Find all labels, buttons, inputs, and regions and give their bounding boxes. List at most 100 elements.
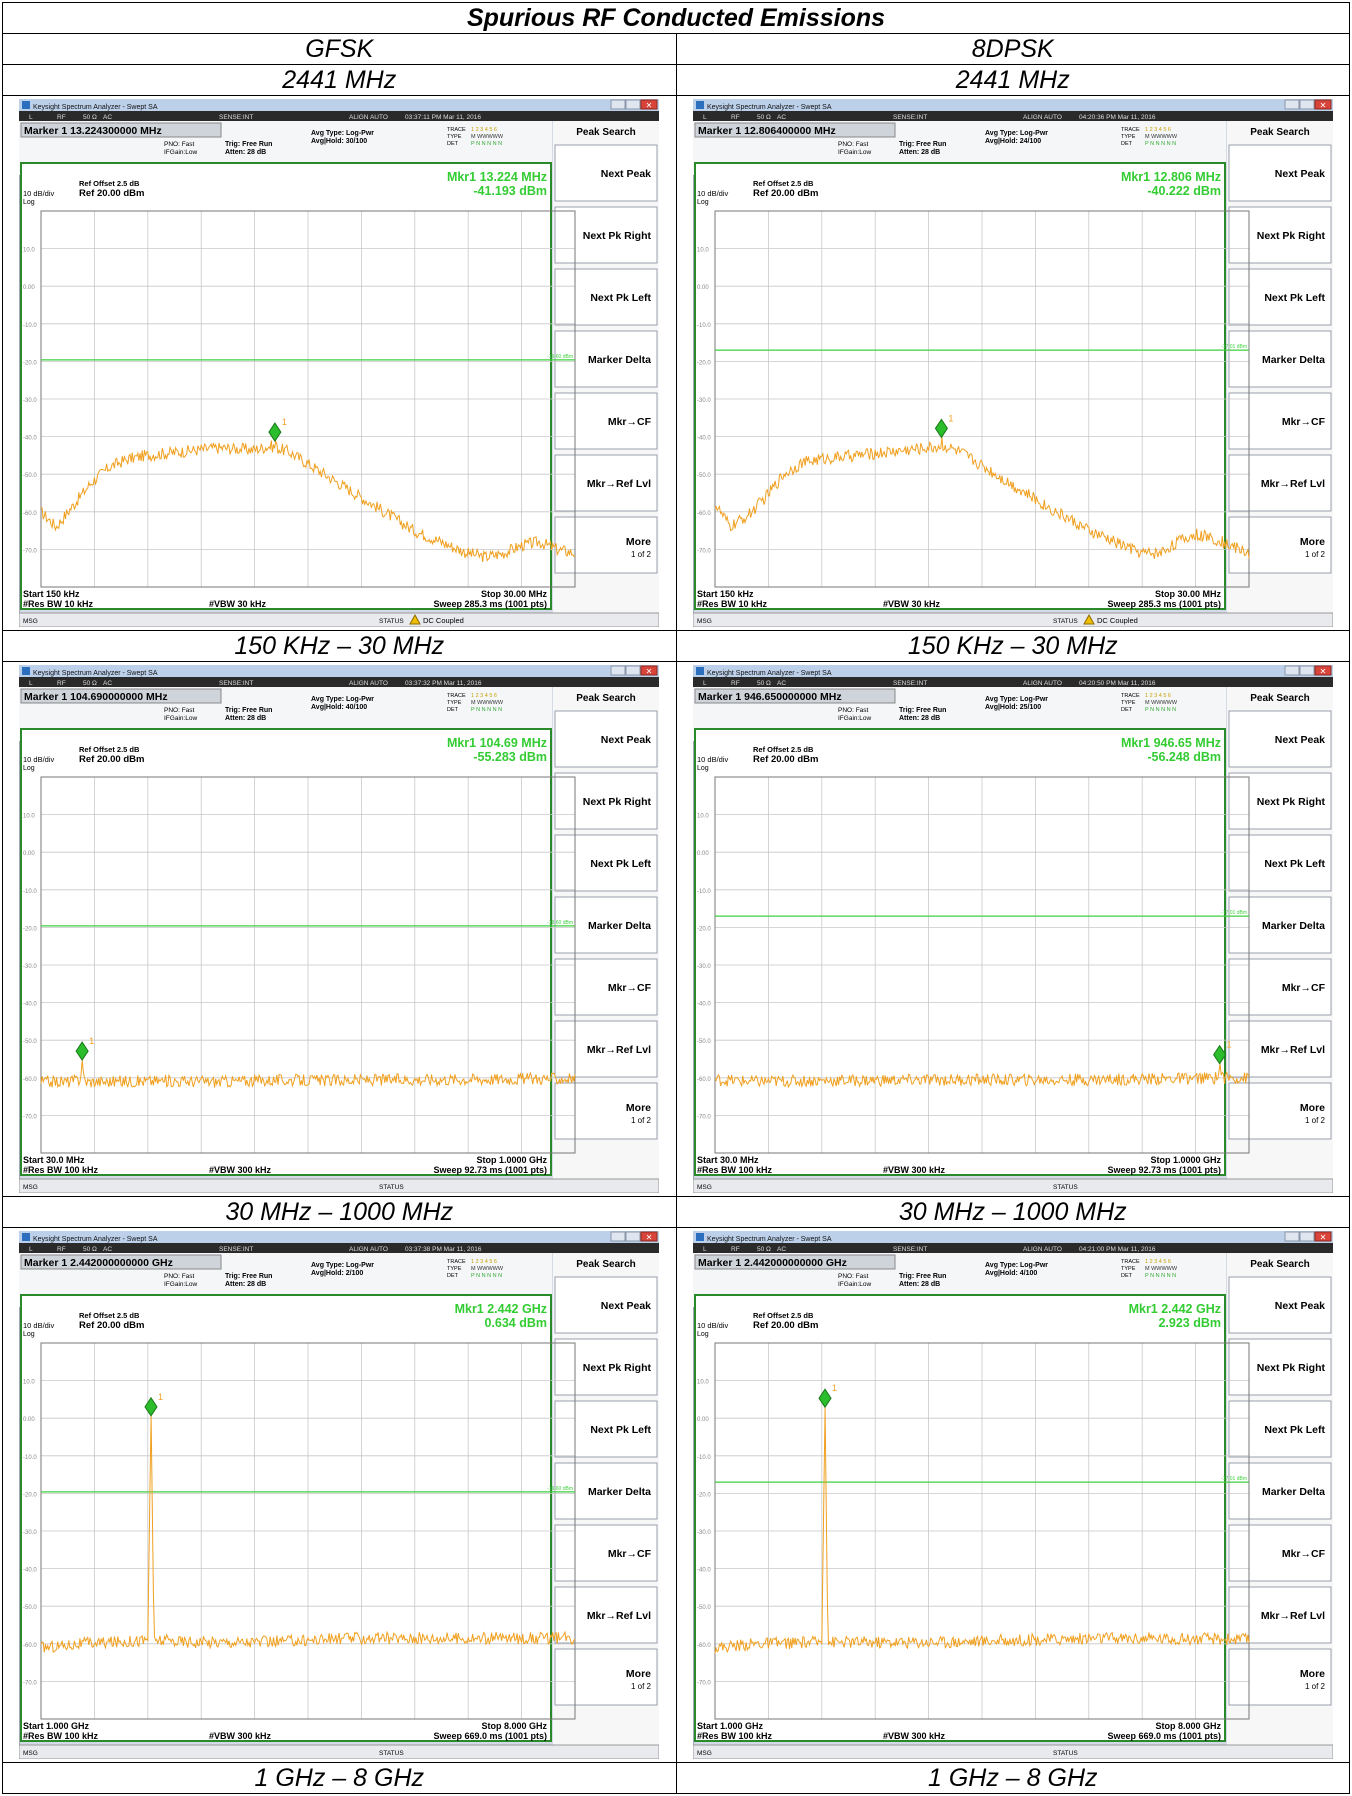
softkey-label: Mkr→CF — [608, 1548, 652, 1560]
softkey-button[interactable] — [554, 1462, 658, 1520]
limit-line-label: -17.01 dBm — [1221, 344, 1247, 350]
softkey-button[interactable] — [1228, 330, 1332, 388]
close-button[interactable] — [1314, 665, 1332, 676]
spectrum-screenshot: Keysight Spectrum Analyzer - Swept SA ✕ L R… — [19, 99, 660, 627]
softkey-button[interactable] — [1228, 1020, 1332, 1078]
softkey-label: Next Peak — [601, 1300, 651, 1312]
y-tick-label: -70.0 — [23, 1680, 37, 1686]
softkey-button[interactable] — [554, 1400, 658, 1458]
bar-tag: L — [703, 1246, 707, 1253]
minimize-button[interactable] — [610, 1231, 626, 1242]
softkey-button[interactable] — [1228, 710, 1332, 768]
softkey-button[interactable] — [1228, 1276, 1332, 1334]
report-title: Spurious RF Conducted Emissions — [2, 2, 1350, 34]
softkey-button[interactable] — [554, 1338, 658, 1396]
softkey-button[interactable] — [1228, 1648, 1332, 1706]
restore-button[interactable] — [625, 99, 641, 110]
softkey-button[interactable] — [1228, 958, 1332, 1016]
softkey-button[interactable] — [1228, 516, 1332, 574]
minimize-button[interactable] — [610, 99, 626, 110]
softkey-button[interactable] — [1228, 772, 1332, 830]
settings-bar — [19, 1243, 660, 1253]
avg-hold-label: Avg|Hold: 2/100 — [311, 1270, 363, 1277]
trace-line — [714, 437, 1250, 559]
res-bw: #Res BW 10 kHz — [23, 599, 94, 609]
marker-level-readout: -41.193 dBm — [474, 184, 548, 198]
minimize-button[interactable] — [1284, 665, 1300, 676]
restore-button[interactable] — [1299, 665, 1315, 676]
softkey-button[interactable] — [1228, 206, 1332, 264]
limit-line-label: -17.01 dBm — [1221, 910, 1247, 916]
settings-bar — [692, 1243, 1333, 1253]
softkey-button[interactable] — [1228, 1462, 1332, 1520]
restore-button[interactable] — [625, 665, 641, 676]
softkey-button[interactable] — [554, 896, 658, 954]
softkey-button[interactable] — [1228, 1338, 1332, 1396]
close-button[interactable] — [1314, 1231, 1332, 1242]
ref-level-label: Ref 20.00 dBm — [753, 754, 818, 765]
softkey-button[interactable] — [554, 144, 658, 202]
close-button[interactable] — [640, 1231, 658, 1242]
y-tick-label: -60.0 — [697, 1643, 711, 1649]
softkey-button[interactable] — [554, 710, 658, 768]
menu-title: Peak Search — [1250, 693, 1310, 704]
softkey-button[interactable] — [554, 392, 658, 450]
display-frame — [693, 162, 1226, 610]
softkey-button[interactable] — [1228, 454, 1332, 512]
y-tick-label: -40.0 — [23, 436, 37, 442]
softkey-label: More — [1300, 536, 1325, 548]
trace-det: P N N N N N — [471, 707, 502, 713]
softkey-button[interactable] — [554, 1524, 658, 1582]
softkey-button[interactable] — [554, 1082, 658, 1140]
softkey-label: Marker Delta — [588, 1486, 651, 1498]
softkey-button[interactable] — [554, 206, 658, 264]
softkey-label: Next Pk Left — [1264, 858, 1325, 870]
close-button[interactable] — [1314, 99, 1332, 110]
softkey-button[interactable] — [554, 516, 658, 574]
softkey-button[interactable] — [554, 958, 658, 1016]
marker-number: 1 — [1226, 1040, 1231, 1050]
minimize-button[interactable] — [1284, 99, 1300, 110]
minimize-button[interactable] — [1284, 1231, 1300, 1242]
softkey-label: More — [1300, 1102, 1325, 1114]
softkey-button[interactable] — [1228, 268, 1332, 326]
marker-readout-box — [20, 1254, 222, 1270]
marker-level-readout: -40.222 dBm — [1147, 184, 1221, 198]
trace-type: M WWWWW — [471, 134, 504, 140]
trace-line — [40, 1415, 576, 1653]
softkey-button[interactable] — [554, 772, 658, 830]
avg-hold-label: Avg|Hold: 40/100 — [311, 704, 367, 711]
sense-label: SENSE:INT — [893, 1246, 927, 1253]
restore-button[interactable] — [625, 1231, 641, 1242]
softkey-button[interactable] — [554, 1586, 658, 1644]
restore-button[interactable] — [1299, 1231, 1315, 1242]
log-label: Log — [23, 765, 35, 772]
softkey-button[interactable] — [1228, 1524, 1332, 1582]
log-label: Log — [697, 1331, 709, 1338]
softkey-button[interactable] — [554, 1020, 658, 1078]
softkey-button[interactable] — [1228, 144, 1332, 202]
y-tick-label: -10.0 — [697, 1455, 711, 1461]
softkey-label: Next Pk Left — [1264, 292, 1325, 304]
softkey-button[interactable] — [554, 834, 658, 892]
softkey-button[interactable] — [1228, 392, 1332, 450]
minimize-button[interactable] — [610, 665, 626, 676]
close-button[interactable] — [640, 665, 658, 676]
softkey-button[interactable] — [1228, 896, 1332, 954]
softkey-label: More — [626, 1668, 651, 1680]
softkey-button[interactable] — [1228, 1082, 1332, 1140]
softkey-button[interactable] — [554, 268, 658, 326]
softkey-button[interactable] — [554, 1276, 658, 1334]
softkey-button[interactable] — [554, 330, 658, 388]
softkey-label: Next Pk Left — [591, 1424, 652, 1436]
restore-button[interactable] — [1299, 99, 1315, 110]
softkey-button[interactable] — [554, 1648, 658, 1706]
y-tick-label: 10.0 — [697, 814, 709, 820]
softkey-button[interactable] — [1228, 1400, 1332, 1458]
limit-line-label: -17.01 dBm — [1221, 1476, 1247, 1482]
timestamp: 03:37:38 PM Mar 11, 2016 — [405, 1246, 482, 1253]
display-frame — [20, 728, 553, 1176]
softkey-button[interactable] — [554, 454, 658, 512]
softkey-button[interactable] — [1228, 834, 1332, 892]
close-button[interactable] — [640, 99, 658, 110]
